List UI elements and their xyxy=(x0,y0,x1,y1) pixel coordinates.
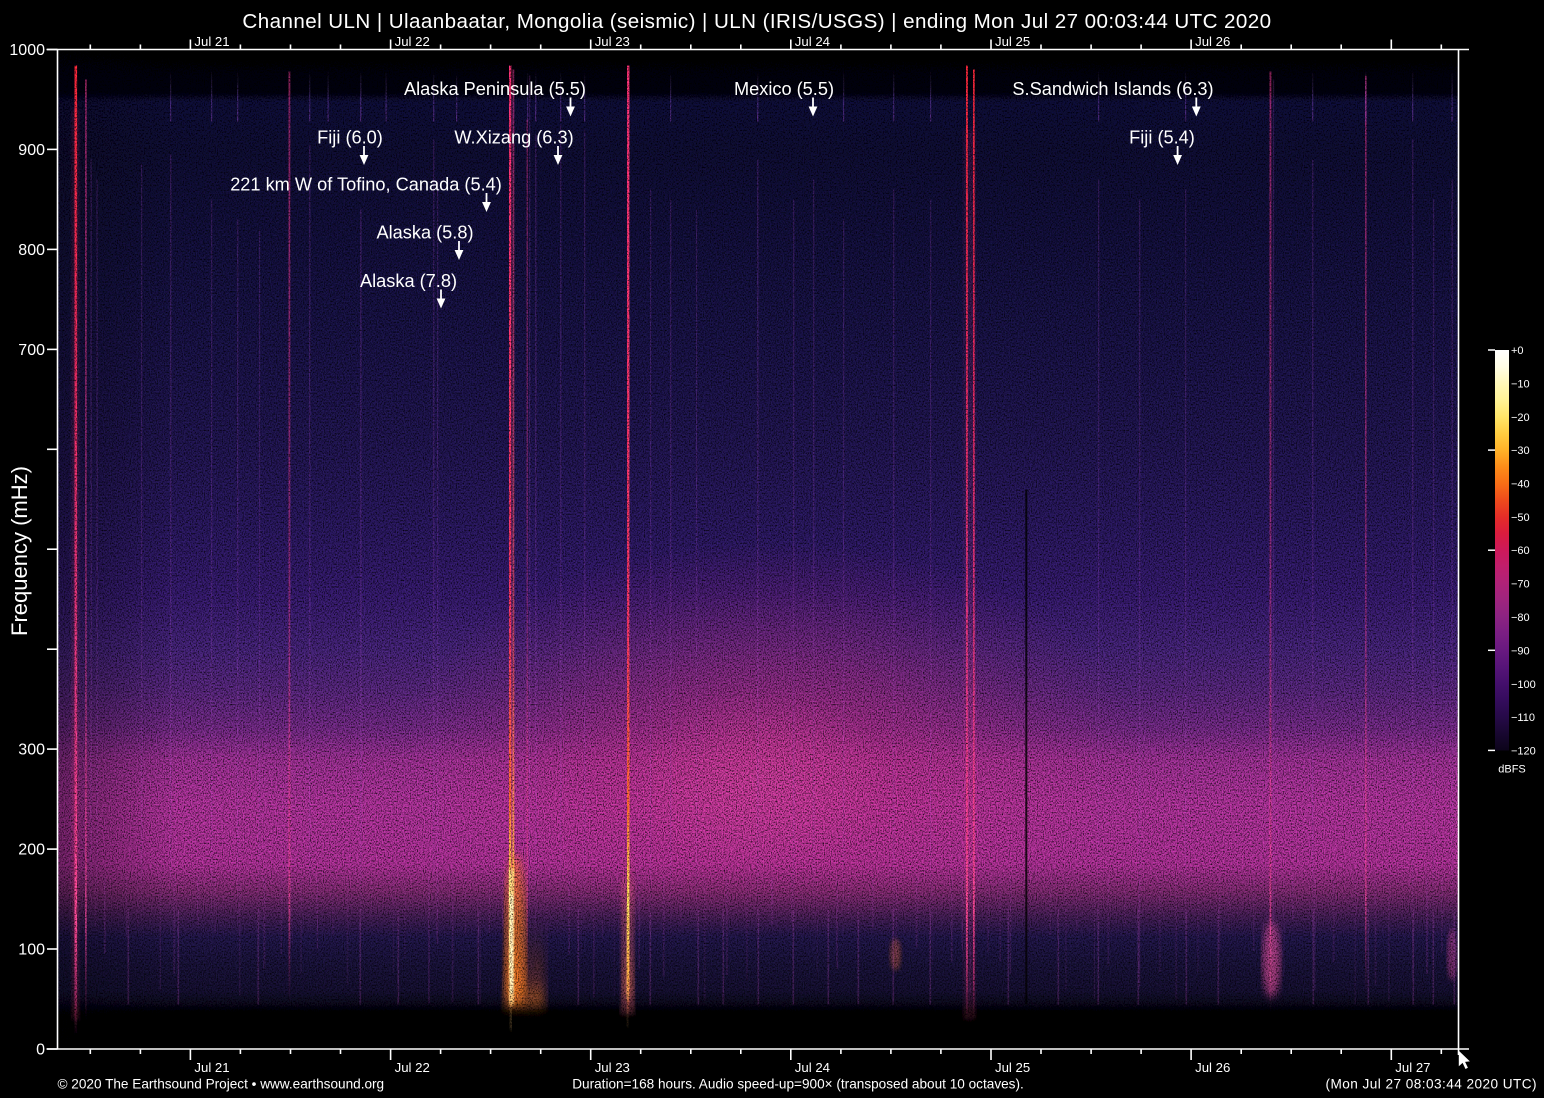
svg-text:1000: 1000 xyxy=(9,42,45,59)
svg-text:−50: −50 xyxy=(1511,512,1530,524)
svg-text:221 km W of Tofino, Canada (5.: 221 km W of Tofino, Canada (5.4) xyxy=(230,175,502,195)
svg-text:Alaska Peninsula (5.5): Alaska Peninsula (5.5) xyxy=(404,79,586,99)
svg-text:0: 0 xyxy=(36,1042,45,1059)
svg-text:Jul 21: Jul 21 xyxy=(194,34,229,49)
svg-text:© 2020 The Earthsound Project: © 2020 The Earthsound Project • www.eart… xyxy=(58,1077,385,1092)
svg-text:Jul 25: Jul 25 xyxy=(995,34,1030,49)
svg-text:(Mon Jul 27 08:03:44 2020 UTC): (Mon Jul 27 08:03:44 2020 UTC) xyxy=(1326,1077,1537,1092)
svg-text:Jul 22: Jul 22 xyxy=(395,1060,430,1075)
svg-text:S.Sandwich Islands (6.3): S.Sandwich Islands (6.3) xyxy=(1012,79,1213,99)
svg-text:Frequency (mHz): Frequency (mHz) xyxy=(7,466,32,636)
svg-text:Jul 27: Jul 27 xyxy=(1395,1060,1430,1075)
svg-text:Alaska (7.8): Alaska (7.8) xyxy=(360,271,457,291)
svg-text:300: 300 xyxy=(18,742,45,759)
svg-text:+0: +0 xyxy=(1511,345,1524,357)
svg-text:Jul 26: Jul 26 xyxy=(1195,1060,1230,1075)
svg-text:Channel ULN | Ulaanbaatar, Mon: Channel ULN | Ulaanbaatar, Mongolia (sei… xyxy=(242,10,1271,33)
svg-text:200: 200 xyxy=(18,842,45,859)
svg-text:−10: −10 xyxy=(1511,378,1530,390)
svg-text:Jul 23: Jul 23 xyxy=(595,1060,630,1075)
svg-text:−30: −30 xyxy=(1511,445,1530,457)
svg-text:−110: −110 xyxy=(1511,712,1535,724)
svg-text:Fiji (5.4): Fiji (5.4) xyxy=(1129,128,1195,148)
svg-text:900: 900 xyxy=(18,142,45,159)
svg-text:700: 700 xyxy=(18,342,45,359)
svg-text:−120: −120 xyxy=(1511,746,1536,758)
svg-text:Fiji (6.0): Fiji (6.0) xyxy=(317,128,383,148)
svg-text:−80: −80 xyxy=(1511,612,1530,624)
svg-text:−60: −60 xyxy=(1511,545,1530,557)
svg-text:100: 100 xyxy=(18,942,45,959)
svg-text:Jul 25: Jul 25 xyxy=(995,1060,1030,1075)
svg-text:Jul 23: Jul 23 xyxy=(595,34,630,49)
svg-text:800: 800 xyxy=(18,242,45,259)
svg-text:Jul 26: Jul 26 xyxy=(1195,34,1230,49)
svg-text:Jul 24: Jul 24 xyxy=(795,1060,830,1075)
svg-text:Alaska (5.8): Alaska (5.8) xyxy=(376,223,473,243)
svg-text:Jul 22: Jul 22 xyxy=(395,34,430,49)
svg-text:−70: −70 xyxy=(1511,579,1530,591)
svg-text:Jul 24: Jul 24 xyxy=(795,34,830,49)
svg-text:−40: −40 xyxy=(1511,479,1530,491)
svg-text:−100: −100 xyxy=(1511,679,1536,691)
svg-text:−90: −90 xyxy=(1511,645,1530,657)
svg-text:W.Xizang (6.3): W.Xizang (6.3) xyxy=(454,128,573,148)
svg-text:Mexico (5.5): Mexico (5.5) xyxy=(734,79,834,99)
svg-text:−20: −20 xyxy=(1511,412,1530,424)
svg-text:Duration=168 hours. Audio spee: Duration=168 hours. Audio speed-up=900× … xyxy=(572,1077,1024,1092)
svg-text:dBFS: dBFS xyxy=(1498,764,1526,776)
svg-text:Jul 21: Jul 21 xyxy=(194,1060,229,1075)
